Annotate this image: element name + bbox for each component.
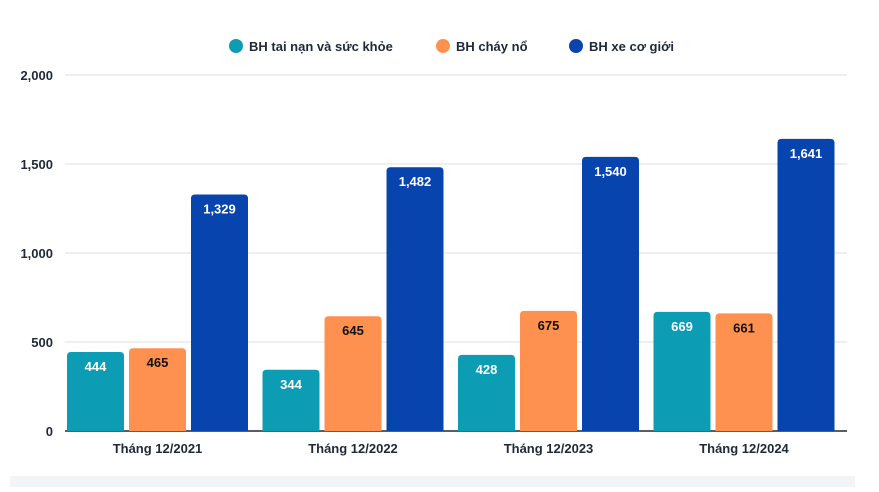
bars: 444 465 1,329 344 645 1,482 428 675 1,540 669 661 1…: [67, 138, 835, 432]
bar: [715, 313, 773, 431]
bar: [67, 351, 124, 431]
legend-label: BH xe cơ giới: [589, 39, 674, 54]
data-label: 344: [280, 377, 302, 392]
x-axis: Tháng 12/2021 Tháng 12/2022 Tháng 12/2023 T…: [113, 441, 790, 456]
data-label: 1,540: [594, 164, 627, 179]
data-label: 1,641: [790, 146, 823, 161]
y-tick-label: 0: [46, 424, 53, 439]
x-tick-label: Tháng 12/2022: [308, 441, 398, 456]
legend: BH tai nạn và sức khỏe BH cháy nổ BH xe cơ…: [229, 39, 674, 54]
x-tick-label: Tháng 12/2021: [113, 441, 203, 456]
bar: [582, 156, 639, 431]
bar: [324, 316, 382, 431]
bar: [458, 354, 515, 431]
bar: [653, 311, 711, 431]
x-tick-label: Tháng 12/2023: [504, 441, 594, 456]
x-tick-label: Tháng 12/2024: [699, 441, 789, 456]
bar: [191, 194, 248, 431]
data-label: 669: [671, 319, 693, 334]
y-tick-label: 2,000: [20, 68, 53, 83]
data-label: 465: [147, 355, 169, 370]
bar: [129, 348, 186, 431]
data-label: 428: [476, 362, 498, 377]
gridlines: [65, 74, 847, 343]
data-label: 675: [538, 318, 560, 333]
footer-band: [10, 476, 855, 487]
bar: [386, 167, 444, 432]
data-label: 444: [85, 359, 107, 374]
bar: [520, 310, 577, 431]
legend-label: BH cháy nổ: [456, 39, 528, 54]
data-label: 661: [733, 320, 755, 335]
bar: [777, 138, 835, 432]
y-tick-label: 1,500: [20, 157, 53, 172]
data-label: 1,329: [203, 201, 236, 216]
legend-marker: [436, 39, 450, 53]
y-tick-label: 1,000: [20, 246, 53, 261]
bar: [262, 369, 320, 431]
legend-label: BH tai nạn và sức khỏe: [249, 39, 393, 54]
data-label: 1,482: [399, 174, 432, 189]
legend-marker: [229, 39, 243, 53]
legend-marker: [569, 39, 583, 53]
data-label: 645: [342, 323, 364, 338]
y-tick-label: 500: [31, 335, 53, 350]
